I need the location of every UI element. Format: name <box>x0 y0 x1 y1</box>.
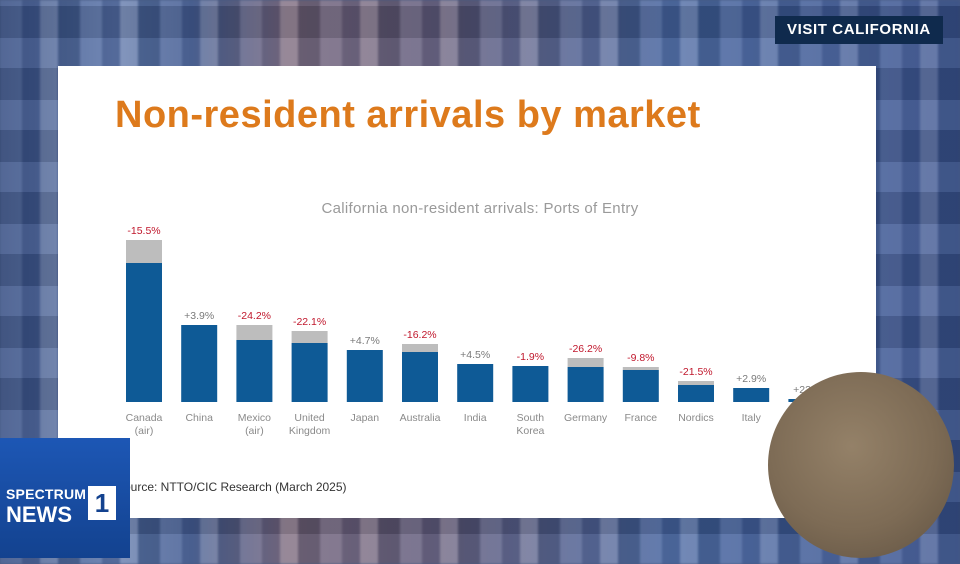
bar-7-current <box>512 366 549 402</box>
spectrum-news-logo: SPECTRUM NEWS 1 <box>0 438 130 558</box>
slide-panel <box>58 66 876 518</box>
slide-headline: Non-resident arrivals by market <box>115 94 701 136</box>
change-label-11: +2.9% <box>736 373 766 385</box>
change-label-9: -9.8% <box>627 352 654 364</box>
bar-10-current <box>678 385 714 402</box>
news-logo-line2: NEWS <box>6 502 72 527</box>
change-label-6: +4.5% <box>460 349 490 361</box>
category-label-5-0: Australia <box>400 412 441 424</box>
category-label-3-1: Kingdom <box>289 425 331 437</box>
bar-2-current <box>236 340 273 402</box>
visit-california-badge: VISIT CALIFORNIA <box>775 16 943 44</box>
change-label-0: -15.5% <box>127 225 160 237</box>
bar-1-current <box>181 325 218 402</box>
change-label-1: +3.9% <box>184 310 214 322</box>
change-label-2: -24.2% <box>238 310 271 322</box>
bar-0-current <box>126 263 162 402</box>
category-label-7-1: Korea <box>516 425 544 437</box>
bar-8-previous <box>567 358 604 367</box>
category-label-11-0: Italy <box>742 412 762 424</box>
news-channel-number: 1 <box>88 486 116 520</box>
chart-source-note: ource: NTTO/CIC Research (March 2025) <box>124 480 347 494</box>
category-label-6-0: India <box>464 412 487 424</box>
category-label-4-0: Japan <box>350 412 379 424</box>
bar-4-current <box>346 350 383 402</box>
bar-9-current <box>622 370 659 402</box>
category-label-10-0: Nordics <box>678 412 714 424</box>
bar-10-previous <box>678 381 714 385</box>
category-label-3-0: United <box>294 412 325 424</box>
category-label-2-1: (air) <box>245 425 264 437</box>
bar-3-current <box>291 343 328 402</box>
bar-5-previous <box>402 344 438 352</box>
change-label-8: -26.2% <box>569 343 602 355</box>
category-label-0-1: (air) <box>135 425 154 437</box>
bar-8-current <box>567 367 604 402</box>
category-label-9-0: France <box>624 412 657 424</box>
category-label-0-0: Canada <box>126 412 163 424</box>
bar-5-current <box>402 352 438 402</box>
change-label-5: -16.2% <box>403 329 436 341</box>
bar-0-previous <box>126 240 162 263</box>
bar-3-previous <box>291 331 328 343</box>
category-label-8-0: Germany <box>564 412 608 424</box>
bar-6-current <box>457 364 494 402</box>
bar-11-current <box>733 388 770 402</box>
news-logo-line1: SPECTRUM <box>6 486 87 502</box>
category-label-7-0: South <box>517 412 545 424</box>
presenter-camera-overlay <box>768 372 954 558</box>
category-label-1-0: China <box>185 412 213 424</box>
change-label-3: -22.1% <box>293 316 326 328</box>
bar-9-previous <box>622 367 659 370</box>
change-label-10: -21.5% <box>679 366 712 378</box>
category-label-2-0: Mexico <box>238 412 271 424</box>
change-label-4: +4.7% <box>350 335 380 347</box>
bar-2-previous <box>236 325 273 340</box>
chart-title: California non-resident arrivals: Ports … <box>321 200 639 217</box>
change-label-7: -1.9% <box>517 351 544 363</box>
